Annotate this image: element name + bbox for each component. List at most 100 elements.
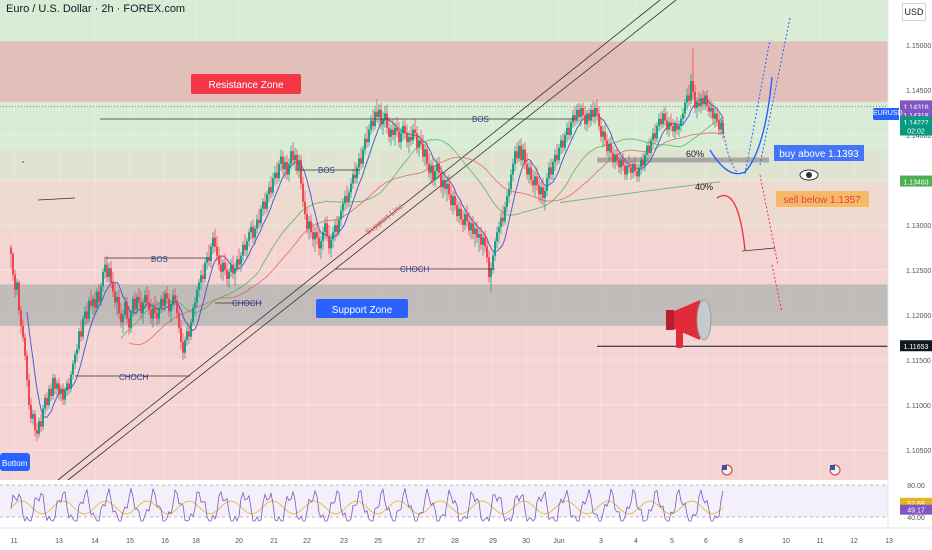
candle-body — [518, 145, 520, 159]
candle-body — [442, 180, 444, 188]
candle-body — [86, 311, 88, 319]
candle-body — [258, 219, 260, 224]
projection-sell-dotted-2 — [771, 264, 783, 313]
candle-body — [206, 257, 208, 263]
candle-body — [698, 102, 700, 107]
candle-body — [720, 122, 722, 130]
price-scale[interactable] — [888, 0, 932, 528]
candle-body — [652, 133, 654, 141]
candle-body — [12, 253, 14, 275]
candle-body — [614, 154, 616, 162]
candle-body — [676, 124, 678, 130]
rsi-tick-label: 57.69 — [907, 501, 925, 508]
candle-body — [152, 307, 154, 319]
candle-body — [58, 383, 60, 395]
candle-body — [252, 226, 254, 238]
candle-body — [112, 282, 114, 292]
candle-body — [186, 331, 188, 341]
bos-label: BOS — [318, 166, 335, 175]
rsi-line — [10, 487, 724, 523]
candle-body — [620, 160, 622, 168]
candle-body — [270, 187, 272, 193]
currency-button[interactable]: USD — [902, 3, 926, 21]
candle-body — [446, 183, 448, 189]
candle-body — [264, 201, 266, 209]
candle-body — [332, 232, 334, 240]
price-label-box — [900, 116, 932, 128]
candle-body — [24, 337, 26, 356]
candle-body — [44, 397, 46, 409]
candle-body — [162, 298, 164, 306]
candle-body — [78, 331, 80, 350]
candle-body — [558, 147, 560, 161]
candle-body — [344, 196, 346, 204]
candle-body — [212, 237, 214, 247]
candle-body — [226, 270, 228, 279]
candle-body — [628, 165, 630, 168]
candle-body — [294, 154, 296, 161]
candle-body — [422, 144, 424, 157]
candle-body — [168, 298, 170, 312]
candle-body — [634, 163, 636, 171]
candle-body — [556, 154, 558, 161]
candle-body — [242, 244, 244, 256]
candle-body — [618, 160, 620, 168]
candle-body — [550, 167, 552, 175]
candle-body — [278, 163, 280, 179]
time-scale[interactable] — [0, 528, 932, 550]
candle-body — [182, 342, 184, 353]
candle-body — [646, 145, 648, 155]
x-tick-label: 6 — [704, 538, 708, 545]
candle-body — [114, 291, 116, 303]
symbol-tag: EURUSD — [873, 108, 903, 120]
candle-body — [302, 183, 304, 202]
candle-body — [580, 108, 582, 117]
projections — [709, 17, 791, 313]
candle-body — [380, 109, 382, 125]
candle-body — [522, 149, 524, 161]
candle-body — [516, 151, 518, 159]
sell-below-box — [776, 191, 869, 207]
candle-body — [236, 259, 238, 269]
candle-body — [102, 271, 104, 287]
decision-zone — [597, 157, 769, 163]
x-tick-label: 11 — [10, 538, 17, 545]
candle-body — [680, 118, 682, 126]
y-tick-label: 1.11000 — [906, 403, 931, 410]
candle-body — [658, 118, 660, 126]
candle-body — [674, 124, 676, 132]
candle-body — [528, 167, 530, 175]
resistance-zone-label: Resistance Zone — [208, 80, 283, 91]
candle-body — [366, 138, 368, 143]
projection-sell-curve — [716, 195, 746, 251]
candle-body — [238, 259, 240, 265]
candle-body — [92, 298, 94, 306]
candle-body — [356, 167, 358, 179]
pct-60-label: 60% — [686, 149, 704, 159]
ma-mid-extension — [559, 181, 721, 203]
candle-body — [176, 300, 178, 314]
candle-body — [632, 163, 634, 173]
support-zone — [0, 284, 888, 326]
candle-body — [250, 226, 252, 233]
megaphone-grip-icon — [676, 326, 683, 348]
resistance-zone — [0, 41, 888, 102]
candle-body — [448, 183, 450, 195]
candle-body — [692, 81, 694, 92]
price-label-box — [900, 108, 932, 120]
candle-body — [124, 302, 126, 315]
candle-body — [56, 383, 58, 389]
candle-body — [32, 414, 34, 419]
candle-body — [612, 153, 614, 162]
candle-body — [640, 160, 642, 168]
candle-body — [404, 126, 406, 134]
candle-body — [434, 171, 436, 180]
candle-body — [292, 151, 294, 161]
candle-body — [386, 113, 388, 128]
candle-body — [616, 154, 618, 161]
candle-body — [568, 127, 570, 135]
candle-body — [570, 122, 572, 135]
price-label-box — [900, 175, 932, 187]
candle-body — [202, 275, 204, 279]
